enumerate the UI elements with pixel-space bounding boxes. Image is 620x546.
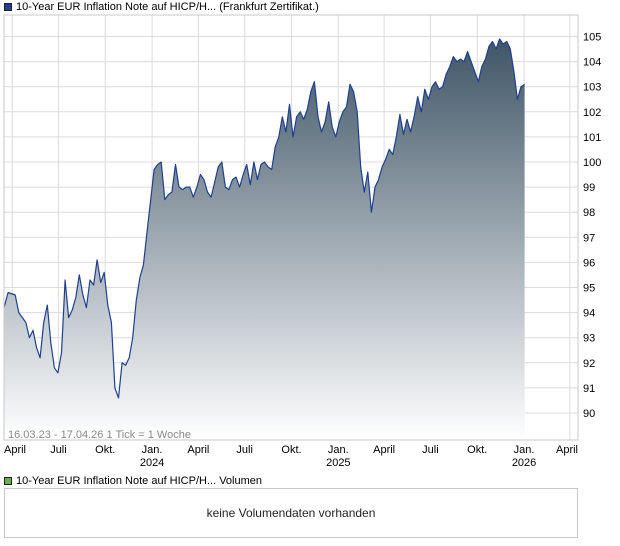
price-chart: 90 91 92 93 94 95 96 97 98 99 100 101 102 103 104 105 A… — [3, 14, 601, 469]
price-legend-swatch — [4, 3, 12, 11]
price-line — [3, 38, 525, 399]
volume-panel: keine Volumendaten vorhanden — [4, 488, 578, 538]
y-axis: 90 91 92 93 94 95 96 97 98 99 100 101 102 103 104 105 — [583, 32, 601, 421]
volume-legend-swatch — [4, 477, 12, 485]
y-tick-label: 104 — [583, 57, 601, 69]
y-tick-label: 91 — [583, 383, 595, 395]
x-tick-label: April — [4, 444, 26, 456]
price-legend: 10-Year EUR Inflation Note auf HICP/H...… — [4, 0, 319, 14]
y-tick-label: 101 — [583, 132, 601, 144]
y-tick-label: 96 — [583, 257, 595, 269]
x-tick-label: Jan. — [142, 444, 163, 456]
x-tick-label: April — [556, 444, 578, 456]
y-tick-label: 93 — [583, 333, 595, 345]
x-tick-label: Juli — [236, 444, 253, 456]
y-tick-label: 92 — [583, 358, 595, 370]
y-tick-label: 98 — [583, 207, 595, 219]
x-tick-label: Okt. — [95, 444, 115, 456]
x-tick-label: Okt. — [467, 444, 487, 456]
x-tick-label: Juli — [422, 444, 439, 456]
plot-frame — [3, 14, 579, 441]
y-tick-label: 94 — [583, 308, 595, 320]
x-tick-label: April — [373, 444, 395, 456]
x-tick-label: Jan. — [328, 444, 349, 456]
x-tick-label: April — [187, 444, 209, 456]
y-tick-label: 90 — [583, 408, 595, 420]
y-tick-label: 102 — [583, 107, 601, 119]
y-tick-label: 95 — [583, 283, 595, 295]
x-tick-year: 2024 — [140, 457, 164, 469]
x-tick-label: Juli — [50, 444, 67, 456]
x-tick-label: Jan. — [514, 444, 535, 456]
price-area-fill — [4, 39, 525, 440]
y-tick-label: 97 — [583, 232, 595, 244]
chart-info: 16.03.23 - 17.04.26 1 Tick = 1 Woche — [8, 429, 191, 441]
volume-legend-label: 10-Year EUR Inflation Note auf HICP/H...… — [16, 475, 262, 487]
price-area — [3, 38, 525, 440]
y-tick-label: 99 — [583, 182, 595, 194]
x-tick-year: 2026 — [512, 457, 536, 469]
volume-message: keine Volumendaten vorhanden — [206, 506, 376, 520]
volume-legend: 10-Year EUR Inflation Note auf HICP/H...… — [4, 474, 262, 488]
y-tick-label: 103 — [583, 82, 601, 94]
x-tick-year: 2025 — [326, 457, 350, 469]
x-tick-label: Okt. — [281, 444, 301, 456]
price-legend-label: 10-Year EUR Inflation Note auf HICP/H...… — [16, 1, 319, 13]
y-tick-label: 100 — [583, 157, 601, 169]
y-tick-label: 105 — [583, 32, 601, 44]
